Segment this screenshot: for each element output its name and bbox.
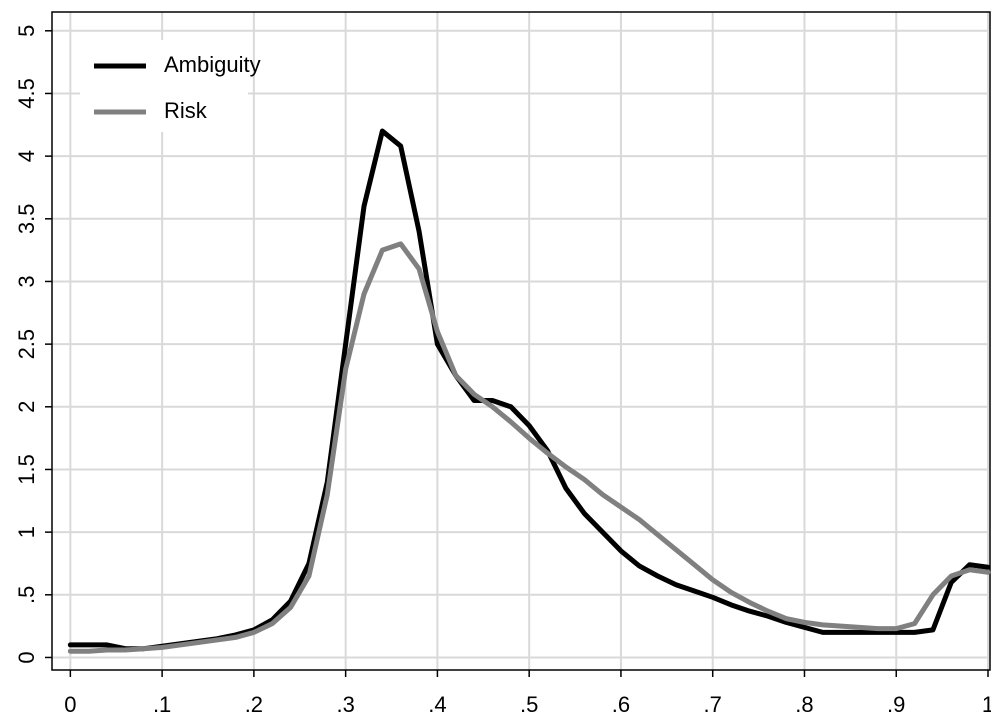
y-tick-label: 2: [14, 401, 39, 413]
x-tick-label: .2: [245, 692, 263, 717]
y-tick-label: 1.5: [14, 454, 39, 485]
y-tick-label: .5: [14, 586, 39, 604]
y-tick-label: 4.5: [14, 78, 39, 109]
x-tick-label: .3: [336, 692, 354, 717]
x-tick-label: .7: [704, 692, 722, 717]
y-tick-label: 0: [14, 651, 39, 663]
x-tick-label: .5: [520, 692, 538, 717]
y-tick-label: 4: [14, 150, 39, 162]
y-tick-label: 5: [14, 25, 39, 37]
plot-frame: [51, 11, 991, 671]
legend-box: [80, 40, 248, 132]
legend-label: Ambiguity: [164, 52, 261, 77]
legend-label: Risk: [164, 98, 208, 123]
x-tick-label: .8: [795, 692, 813, 717]
y-tick-label: 1: [14, 526, 39, 538]
x-tick-label: 1: [982, 692, 991, 717]
line-series: [67, 241, 991, 654]
y-tick-label: 3.5: [14, 204, 39, 235]
x-tick-label: .4: [428, 692, 446, 717]
x-tick-label: .1: [153, 692, 171, 717]
x-tick-label: .9: [887, 692, 905, 717]
x-tick-label: 0: [64, 692, 76, 717]
y-tick-label: 3: [14, 275, 39, 287]
y-tick-label: 2.5: [14, 329, 39, 360]
x-tick-label: .6: [612, 692, 630, 717]
